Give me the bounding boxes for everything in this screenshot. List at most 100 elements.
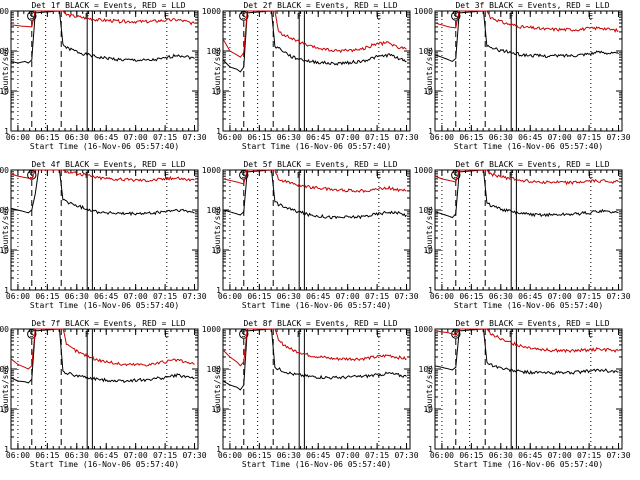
series-line-red	[434, 328, 619, 354]
x-tick-label: 07:15	[577, 133, 601, 142]
y-tick-label: 1	[428, 127, 433, 136]
plot-frame	[434, 169, 623, 291]
y-tick-label: 1000	[414, 166, 433, 175]
x-tick-label: 07:15	[577, 292, 601, 301]
x-tick-label: 06:00	[430, 133, 454, 142]
x-tick-label: 06:15	[247, 292, 271, 301]
y-tick-label: 10	[211, 87, 221, 96]
y-tick-label: 100	[0, 47, 9, 56]
y-axis-label: Counts/sec	[213, 365, 222, 413]
marker-s: S	[29, 12, 34, 21]
chart-title: Det 2f BLACK = Events, RED = LLD	[243, 1, 397, 10]
x-tick-label: 07:00	[124, 292, 148, 301]
x-tick-label: 06:15	[35, 292, 59, 301]
marker-circle	[27, 11, 37, 21]
plot-frame	[434, 328, 623, 450]
x-tick-label: 06:30	[489, 292, 513, 301]
y-tick-label: 100	[419, 206, 434, 215]
chart-panel-5: Det 5f BLACK = Events, RED = LLD 1 10 100 10…	[202, 160, 419, 310]
chart-title: Det 5f BLACK = Events, RED = LLD	[243, 160, 397, 169]
y-tick-label: 10	[0, 87, 9, 96]
y-tick-label: 1	[216, 445, 221, 454]
chart-panel-3: Det 3f BLACK = Events, RED = LLD 1 10 100 10…	[414, 1, 631, 151]
x-tick-label: 06:30	[277, 133, 301, 142]
x-axis-label: Start Time (16-Nov-06 05:57:40)	[242, 460, 391, 469]
x-tick-label: 06:30	[277, 451, 301, 460]
x-tick-label: 07:30	[606, 292, 630, 301]
series-line-black	[10, 10, 195, 64]
y-tick-label: 10	[423, 246, 433, 255]
marker-s: S	[453, 171, 458, 180]
x-tick-label: 06:45	[518, 451, 542, 460]
x-tick-label: 07:00	[548, 133, 572, 142]
y-tick-label: 1	[216, 127, 221, 136]
x-tick-label: 07:30	[394, 133, 418, 142]
x-tick-label: 06:30	[489, 133, 513, 142]
y-tick-label: 1000	[202, 325, 221, 334]
x-axis-label: Start Time (16-Nov-06 05:57:40)	[454, 460, 603, 469]
chart-panel-7: Det 7f BLACK = Events, RED = LLD 1 10 100 10…	[0, 319, 207, 469]
x-tick-label: 06:45	[518, 133, 542, 142]
marker-e: E	[588, 12, 593, 21]
y-axis-label: Counts/sec	[1, 365, 10, 413]
x-axis-label: Start Time (16-Nov-06 05:57:40)	[30, 460, 179, 469]
series-line-red	[434, 169, 619, 186]
x-tick-label: 07:30	[394, 292, 418, 301]
chart-panel-2: Det 2f BLACK = Events, RED = LLD 1 10 100 10…	[202, 1, 419, 151]
chart-title: Det 6f BLACK = Events, RED = LLD	[455, 160, 609, 169]
x-tick-label: 06:45	[94, 133, 118, 142]
x-tick-label: 06:45	[306, 292, 330, 301]
x-tick-label: 06:00	[218, 451, 242, 460]
marker-s: S	[241, 330, 246, 339]
plot-frame	[10, 328, 199, 450]
x-axis-label: Start Time (16-Nov-06 05:57:40)	[242, 301, 391, 310]
marker-e: E	[164, 12, 169, 21]
y-tick-label: 100	[207, 47, 222, 56]
series-line-red	[434, 10, 619, 33]
x-tick-label: 06:30	[277, 292, 301, 301]
x-tick-label: 06:30	[489, 451, 513, 460]
series-line-black	[434, 328, 619, 375]
y-tick-label: 1	[4, 127, 9, 136]
x-tick-label: 07:15	[365, 292, 389, 301]
x-tick-label: 07:15	[365, 451, 389, 460]
marker-circle	[239, 170, 249, 180]
y-tick-label: 100	[419, 365, 434, 374]
x-tick-label: 06:15	[35, 451, 59, 460]
series-line-red	[10, 328, 195, 370]
marker-s: S	[453, 12, 458, 21]
y-tick-label: 100	[207, 206, 222, 215]
y-tick-label: 1000	[0, 325, 9, 334]
marker-e: E	[164, 330, 169, 339]
chart-panel-1: Det 1f BLACK = Events, RED = LLD 1 10 100 10…	[0, 1, 207, 151]
marker-s: S	[241, 12, 246, 21]
marker-e: E	[164, 171, 169, 180]
y-tick-label: 1	[4, 445, 9, 454]
x-tick-label: 07:00	[548, 292, 572, 301]
plot-frame	[222, 328, 411, 450]
x-tick-label: 07:30	[182, 133, 206, 142]
x-tick-label: 06:30	[65, 133, 89, 142]
y-tick-label: 10	[0, 405, 9, 414]
plot-frame	[434, 10, 623, 132]
marker-f: F	[509, 12, 514, 21]
chart-panel-9: Det 9f BLACK = Events, RED = LLD 1 10 100 10…	[414, 319, 631, 469]
chart-title: Det 9f BLACK = Events, RED = LLD	[455, 319, 609, 328]
marker-e: E	[588, 330, 593, 339]
series-line-black	[10, 328, 195, 384]
y-tick-label: 1	[4, 286, 9, 295]
marker-e: E	[588, 171, 593, 180]
y-axis-label: Counts/sec	[425, 47, 434, 95]
y-tick-label: 1	[428, 445, 433, 454]
y-tick-label: 10	[0, 246, 9, 255]
x-axis-label: Start Time (16-Nov-06 05:57:40)	[454, 142, 603, 151]
x-tick-label: 06:45	[94, 451, 118, 460]
chart-title: Det 1f BLACK = Events, RED = LLD	[31, 1, 185, 10]
x-axis-label: Start Time (16-Nov-06 05:57:40)	[242, 142, 391, 151]
marker-circle	[239, 329, 249, 339]
x-tick-label: 07:00	[336, 451, 360, 460]
x-tick-label: 07:30	[606, 451, 630, 460]
series-line-black	[222, 169, 407, 220]
x-tick-label: 06:15	[459, 292, 483, 301]
y-tick-label: 10	[211, 405, 221, 414]
